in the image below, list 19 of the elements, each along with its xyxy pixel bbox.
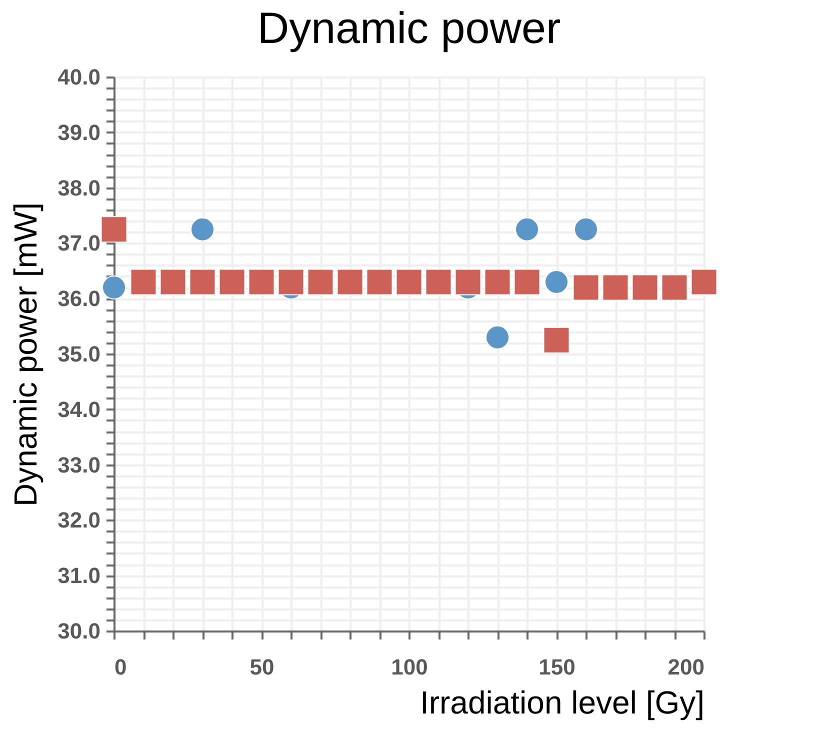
y-axis-title: Dynamic power [mW] [8,202,44,507]
y-tick-label: 30.0 [58,618,100,644]
x-tick-label: 0 [114,654,127,680]
x-axis-title: Irradiation level [Gy] [420,684,704,720]
y-tick-label: 33.0 [58,452,100,478]
y-tick-label: 34.0 [58,396,100,422]
x-tick-label: 200 [668,654,704,680]
x-tick-label: 50 [250,654,274,680]
y-tick-label: 32.0 [58,508,100,533]
x-tick-label: 100 [391,654,428,680]
y-tick-label: 36.0 [58,286,100,312]
y-tick-label: 38.0 [58,175,100,200]
y-tick-label: 35.0 [58,342,100,366]
y-tick-label: 31.0 [58,563,100,588]
x-tick-label: 150 [538,654,576,680]
y-tick-label: 40.0 [58,64,100,90]
y-tick-label: 39.0 [58,120,100,145]
y-tick-label: 37.0 [58,230,100,256]
chart-title: Dynamic power [257,4,561,53]
